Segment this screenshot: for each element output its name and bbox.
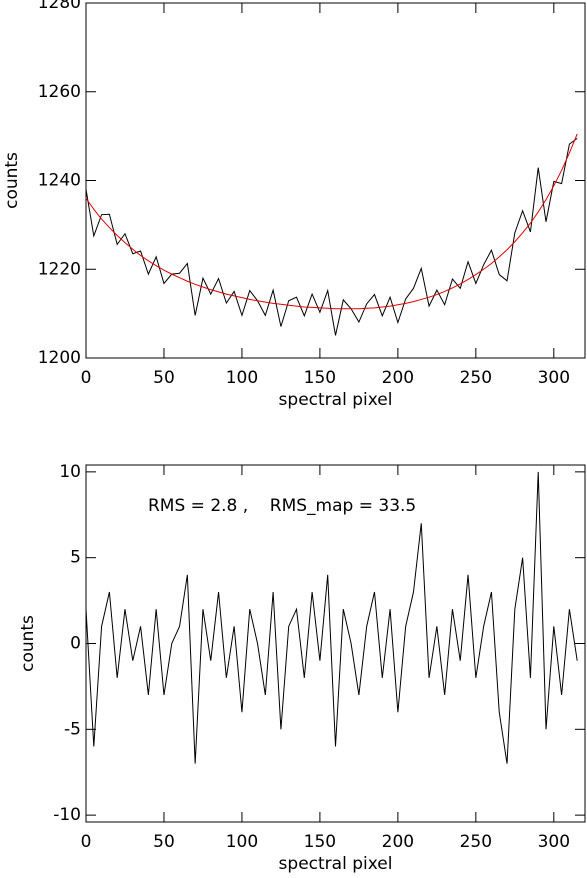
x-tick-label: 50	[153, 368, 175, 388]
y-tick-label: 0	[70, 634, 81, 654]
x-tick-label: 200	[382, 368, 414, 388]
x-axis-label: spectral pixel	[279, 390, 393, 410]
x-tick-label: 250	[460, 368, 492, 388]
x-tick-label: 300	[538, 368, 570, 388]
y-tick-label: -10	[53, 805, 81, 825]
x-tick-label: 200	[382, 832, 414, 852]
x-tick-label: 50	[153, 832, 175, 852]
y-tick-label: 1220	[38, 259, 81, 279]
y-tick-label: 10	[59, 462, 81, 482]
y-tick-label: 1200	[38, 348, 81, 368]
x-tick-label: 150	[304, 368, 336, 388]
y-tick-label: 1280	[38, 0, 81, 13]
x-tick-label: 0	[81, 832, 92, 852]
data-line	[85, 137, 578, 336]
x-tick-label: 300	[538, 832, 570, 852]
y-tick-label: 5	[70, 548, 81, 568]
x-tick-label: 250	[460, 832, 492, 852]
y-tick-label: -5	[64, 719, 81, 739]
plot-frame	[85, 464, 586, 823]
plot-frame	[85, 2, 586, 359]
y-tick-label: 1260	[38, 82, 81, 102]
data-line	[85, 133, 578, 310]
data-line	[85, 471, 578, 764]
x-tick-label: 100	[226, 832, 258, 852]
x-tick-label: 150	[304, 832, 336, 852]
y-tick-label: 1240	[38, 171, 81, 191]
y-axis-label: counts	[2, 152, 22, 209]
x-tick-label: 100	[226, 368, 258, 388]
y-axis-label: counts	[18, 615, 38, 672]
x-axis-label: spectral pixel	[279, 854, 393, 874]
annotation: RMS = 2.8 , RMS_map = 33.5	[148, 496, 416, 516]
x-tick-label: 0	[81, 368, 92, 388]
